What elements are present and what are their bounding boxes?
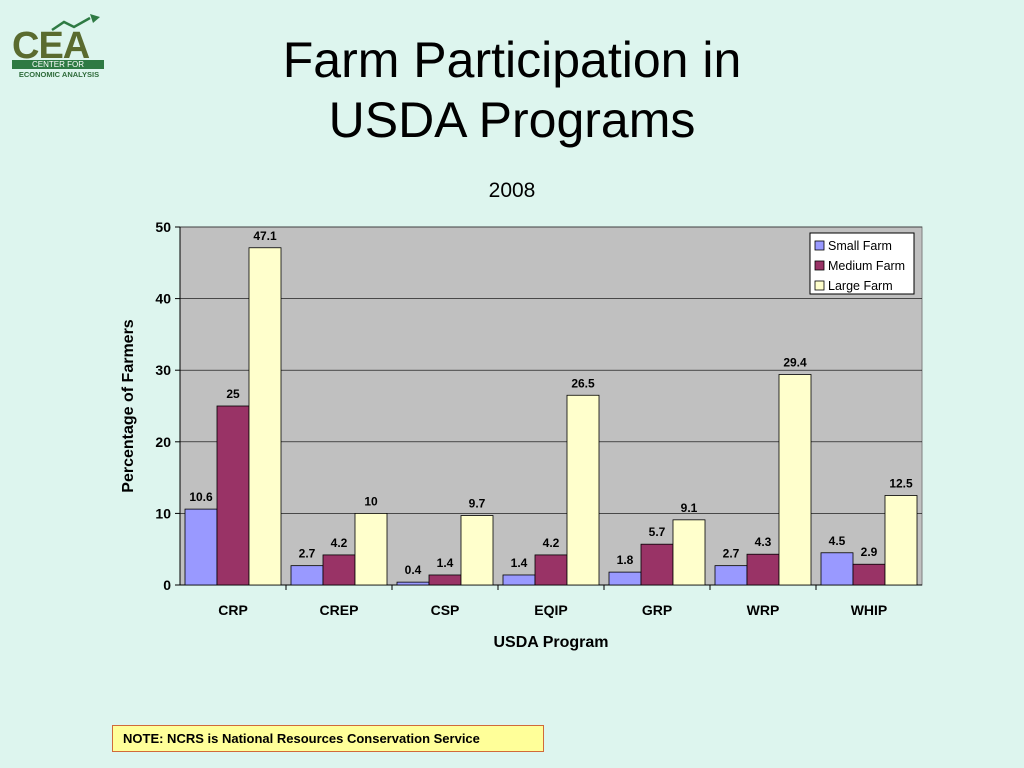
- data-label: 4.3: [755, 535, 772, 549]
- data-label: 9.7: [469, 497, 486, 511]
- y-tick-label: 0: [163, 577, 171, 593]
- legend-label: Small Farm: [828, 239, 892, 253]
- bar-crp-large-farm: [249, 248, 281, 585]
- legend-swatch-medium-farm: [815, 261, 824, 270]
- data-label: 26.5: [571, 376, 595, 390]
- data-label: 1.8: [617, 553, 634, 567]
- bar-whip-large-farm: [885, 496, 917, 586]
- y-tick-label: 20: [155, 434, 171, 450]
- data-label: 10: [364, 494, 378, 508]
- legend-label: Large Farm: [828, 279, 893, 293]
- data-label: 12.5: [889, 477, 913, 491]
- category-label-crep: CREP: [320, 602, 359, 618]
- category-label-wrp: WRP: [747, 602, 780, 618]
- x-axis-title: USDA Program: [494, 634, 609, 651]
- bar-eqip-medium-farm: [535, 555, 567, 585]
- data-label: 4.2: [543, 536, 560, 550]
- bar-crp-medium-farm: [217, 406, 249, 585]
- category-label-crp: CRP: [218, 602, 248, 618]
- bar-crep-large-farm: [355, 513, 387, 585]
- data-label: 1.4: [437, 556, 454, 570]
- bar-chart: 0 10 20 30 40 50 CRP 10.6 25 47.1 CREP 2.7 4.2 10 CSP 0…: [0, 0, 1024, 768]
- y-tick-label: 50: [155, 219, 171, 235]
- legend-swatch-large-farm: [815, 281, 824, 290]
- bar-whip-medium-farm: [853, 564, 885, 585]
- bar-wrp-small-farm: [715, 566, 747, 585]
- bar-csp-medium-farm: [429, 575, 461, 585]
- data-label: 5.7: [649, 525, 666, 539]
- data-label: 0.4: [405, 563, 422, 577]
- data-label: 2.7: [723, 547, 740, 561]
- bar-crp-small-farm: [185, 509, 217, 585]
- bar-grp-small-farm: [609, 572, 641, 585]
- bar-wrp-medium-farm: [747, 554, 779, 585]
- data-label: 4.5: [829, 534, 846, 548]
- legend-swatch-small-farm: [815, 241, 824, 250]
- y-tick-label: 30: [155, 362, 171, 378]
- bar-csp-large-farm: [461, 516, 493, 585]
- data-label: 1.4: [511, 556, 528, 570]
- data-label: 2.9: [861, 545, 878, 559]
- data-label: 2.7: [299, 547, 316, 561]
- data-label: 4.2: [331, 536, 348, 550]
- category-label-grp: GRP: [642, 602, 672, 618]
- data-label: 25: [226, 387, 240, 401]
- note-box: NOTE: NCRS is National Resources Conserv…: [112, 725, 544, 752]
- category-label-csp: CSP: [431, 602, 460, 618]
- data-label: 29.4: [783, 355, 807, 369]
- bar-eqip-small-farm: [503, 575, 535, 585]
- data-label: 9.1: [681, 501, 698, 515]
- y-tick-label: 10: [155, 505, 171, 521]
- bar-crep-medium-farm: [323, 555, 355, 585]
- bar-eqip-large-farm: [567, 395, 599, 585]
- bar-whip-small-farm: [821, 553, 853, 585]
- bar-crep-small-farm: [291, 566, 323, 585]
- legend-label: Medium Farm: [828, 259, 905, 273]
- bar-grp-large-farm: [673, 520, 705, 585]
- y-axis-title: Percentage of Farmers: [120, 319, 137, 493]
- data-label: 10.6: [189, 490, 213, 504]
- bar-wrp-large-farm: [779, 374, 811, 585]
- bar-grp-medium-farm: [641, 544, 673, 585]
- category-label-eqip: EQIP: [534, 602, 567, 618]
- data-label: 47.1: [253, 229, 277, 243]
- category-label-whip: WHIP: [851, 602, 888, 618]
- bar-csp-small-farm: [397, 582, 429, 585]
- y-tick-label: 40: [155, 291, 171, 307]
